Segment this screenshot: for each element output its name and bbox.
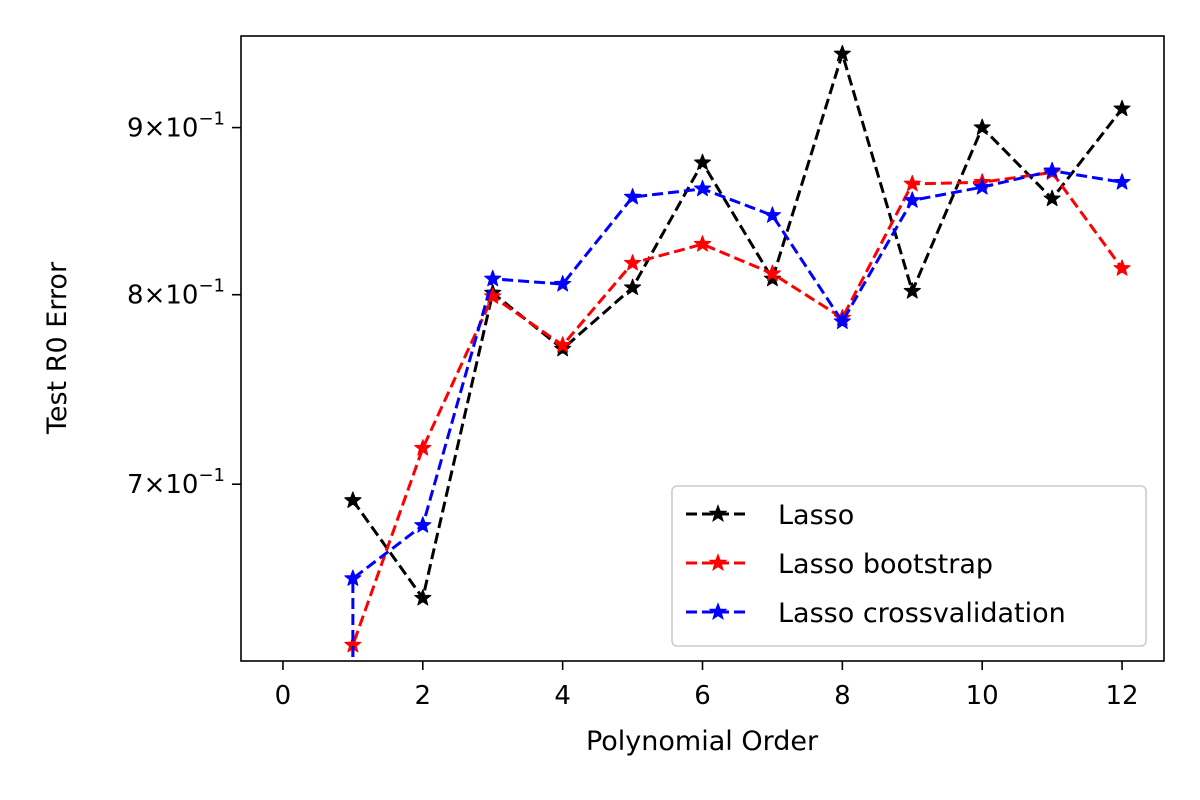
data-point-lasso-crossvalidation <box>414 516 432 533</box>
x-tick-label: 12 <box>1105 681 1138 711</box>
x-tick-label: 6 <box>694 681 711 711</box>
x-tick-label: 8 <box>834 681 851 711</box>
y-tick-label: 9×10−1 <box>127 109 225 144</box>
data-point-lasso-bootstrap <box>693 235 712 252</box>
legend-box <box>671 485 1147 647</box>
y-axis-label: Test R0 Error <box>42 261 73 435</box>
data-point-lasso-crossvalidation <box>484 269 502 287</box>
data-point-lasso-crossvalidation <box>903 191 921 208</box>
data-point-lasso <box>903 282 921 299</box>
data-point-lasso-bootstrap <box>763 264 782 281</box>
data-point-lasso-crossvalidation <box>1113 173 1131 190</box>
data-point-lasso-crossvalidation <box>833 312 851 329</box>
legend-label-lasso-bootstrap: Lasso bootstrap <box>778 549 993 580</box>
data-point-lasso-crossvalidation <box>554 275 572 292</box>
data-point-lasso-bootstrap <box>1113 259 1131 276</box>
legend-label-lasso: Lasso <box>778 500 854 531</box>
plot-frame <box>240 35 1165 662</box>
data-point-lasso-crossvalidation <box>973 178 991 195</box>
legend-marker-lasso <box>708 504 728 523</box>
data-point-lasso-bootstrap <box>554 336 572 353</box>
legend-marker-lasso-crossvalidation <box>708 602 728 621</box>
data-point-lasso-crossvalidation <box>693 179 712 197</box>
data-point-lasso-crossvalidation <box>344 569 362 586</box>
x-tick-label: 0 <box>275 681 292 711</box>
legend: Lasso Lasso bootstrap Lasso crossvalidatio… <box>671 485 1147 647</box>
y-axis-ticks: 7×10−1 8×10−1 9×10−1 <box>127 109 241 500</box>
x-tick-label: 10 <box>966 681 999 711</box>
series-line-lasso <box>351 52 1124 600</box>
data-point-lasso <box>833 44 851 62</box>
data-point-lasso-bootstrap <box>484 287 502 304</box>
data-point-lasso <box>344 491 362 508</box>
legend-label-lasso-crossvalidation: Lasso crossvalidation <box>778 598 1066 629</box>
series-layer <box>344 44 1131 661</box>
data-point-lasso-crossvalidation <box>763 206 782 223</box>
y-tick-label: 7×10−1 <box>127 465 225 500</box>
data-point-lasso-bootstrap <box>414 439 432 456</box>
data-point-lasso <box>763 269 782 287</box>
data-point-lasso <box>1113 99 1131 117</box>
data-point-lasso <box>623 278 642 296</box>
x-tick-label: 4 <box>554 681 571 711</box>
data-point-lasso-crossvalidation <box>623 188 642 205</box>
legend-marker-lasso-bootstrap <box>708 553 728 572</box>
data-point-lasso <box>973 118 991 135</box>
x-tick-label: 2 <box>415 681 432 711</box>
data-point-lasso-crossvalidation <box>1043 161 1061 179</box>
x-axis-ticks: 0 2 4 6 8 10 12 <box>275 661 1139 711</box>
data-point-lasso <box>1043 189 1061 207</box>
data-point-lasso <box>414 589 432 606</box>
y-tick-label: 8×10−1 <box>127 276 225 311</box>
data-point-lasso-bootstrap <box>903 174 921 192</box>
data-point-lasso <box>693 153 712 171</box>
data-point-lasso-bootstrap <box>623 254 642 271</box>
x-axis-label: Polynomial Order <box>586 726 819 757</box>
